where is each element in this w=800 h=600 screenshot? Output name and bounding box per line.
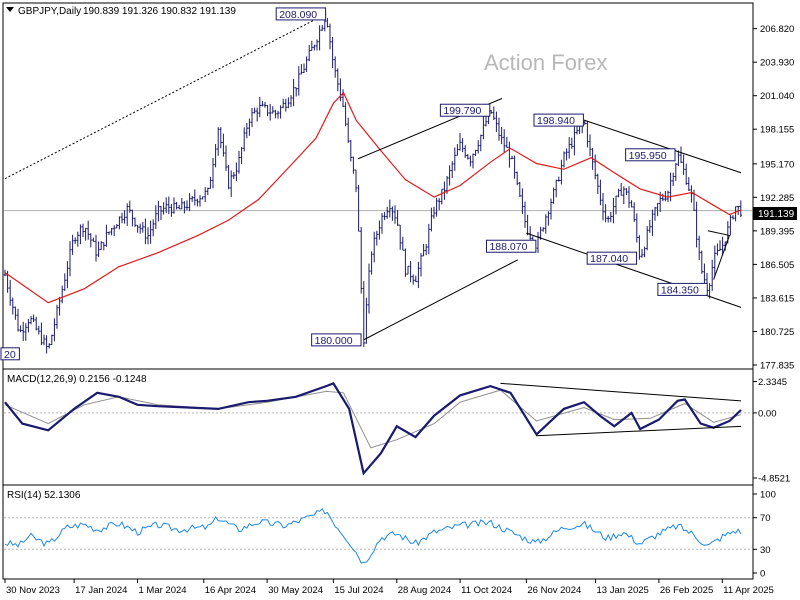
time-axis-label: 26 Nov 2024 xyxy=(527,585,581,596)
trendline xyxy=(526,232,742,308)
time-axis-label: 26 Feb 2025 xyxy=(660,585,713,596)
macd-title: MACD(12,26,9) 0.2156 -0.1248 xyxy=(7,374,147,385)
time-axis-label: 30 May 2024 xyxy=(268,585,323,596)
macd-trendline xyxy=(500,382,742,402)
annotation-label: 199.790 xyxy=(443,105,481,117)
collapse-triangle-icon[interactable] xyxy=(6,7,14,12)
price-layer: 208.090 199.790 198.940 195.950 188.070 187.0… xyxy=(0,7,752,361)
current-price-label: 191.139 xyxy=(758,209,795,220)
time-axis-label: 13 Jan 2025 xyxy=(597,585,649,596)
annotation-label: 20 xyxy=(4,349,16,361)
time-axis-label: 1 Mar 2024 xyxy=(139,585,187,596)
time-axis-label: 28 Aug 2024 xyxy=(398,585,451,596)
rsi-layer xyxy=(4,507,752,564)
trendline xyxy=(363,259,518,341)
watermark: Action Forex xyxy=(484,50,608,75)
macd-axis-label: -4.8521 xyxy=(758,474,790,485)
macd-axis-label: 2.3345 xyxy=(758,377,787,388)
rsi-line xyxy=(4,507,742,564)
annotation-box xyxy=(657,282,708,296)
symbol-label: GBPJPY,Daily xyxy=(18,6,81,17)
annotation-box xyxy=(0,347,20,361)
rsi-title: RSI(14) 52.1306 xyxy=(7,490,81,501)
price-axis-label: 195.170 xyxy=(760,159,794,170)
annotation-label: 180.000 xyxy=(315,335,353,347)
price-axis-label: 201.040 xyxy=(760,91,794,102)
rsi-axis-label: 30 xyxy=(760,545,771,556)
rsi-panel-frame xyxy=(2,484,754,580)
current-price-tag xyxy=(753,207,797,220)
annotation-box xyxy=(439,103,491,117)
price-axis-label: 180.725 xyxy=(760,327,794,338)
macd-panel-frame xyxy=(2,368,754,486)
price-axis-label: 192.285 xyxy=(760,193,794,204)
macd-line xyxy=(4,382,742,476)
dashed-trendline xyxy=(4,13,327,180)
annotation-label: 208.090 xyxy=(279,9,317,21)
macd-layer xyxy=(4,382,752,476)
time-axis-label: 16 Apr 2024 xyxy=(205,585,256,596)
rsi-axis-label: 0 xyxy=(760,569,765,580)
rsi-axis-label: 70 xyxy=(760,513,771,524)
annotation-label: 188.070 xyxy=(489,241,527,253)
macd-signal-line xyxy=(4,389,742,449)
price-axis-label: 198.155 xyxy=(760,125,794,136)
macd-axis-label: 0.00 xyxy=(758,408,777,419)
ohlc-values: 190.839 191.326 190.832 191.139 xyxy=(83,6,236,17)
annotation-label: 198.940 xyxy=(537,115,575,127)
main-panel-frame xyxy=(2,2,754,370)
time-axis-label: 11 Apr 2025 xyxy=(723,585,774,596)
macd-trendline xyxy=(536,425,742,437)
annotation-box xyxy=(625,148,676,162)
annotation-label: 184.350 xyxy=(661,284,699,296)
price-axis-label: 177.835 xyxy=(760,361,794,372)
price-axis-label: 206.820 xyxy=(760,24,794,35)
time-axis-label: 11 Oct 2024 xyxy=(461,585,512,596)
annotation-box xyxy=(533,113,584,127)
time-axis-label: 17 Jan 2024 xyxy=(75,585,127,596)
annotation-box xyxy=(311,333,362,347)
time-axis-label: 15 Jul 2024 xyxy=(334,585,383,596)
time-axis-label: 30 Nov 2023 xyxy=(6,585,60,596)
axis-layer: 206.820 203.930 201.040 198.155 195.170 192.2… xyxy=(4,24,794,596)
price-axis-label: 186.505 xyxy=(760,260,794,271)
moving-average-line xyxy=(4,91,742,304)
annotation-box xyxy=(485,239,537,253)
price-axis-label: 183.615 xyxy=(760,293,794,304)
annotation-label: 195.950 xyxy=(629,150,667,162)
price-axis-label: 189.395 xyxy=(760,226,794,237)
triangle-pattern xyxy=(707,230,731,280)
annotation-box xyxy=(586,251,638,265)
price-axis-label: 203.930 xyxy=(760,58,794,69)
trendline xyxy=(583,119,742,174)
annotation-label: 187.040 xyxy=(590,253,628,265)
annotation-box xyxy=(275,7,327,21)
rsi-axis-label: 100 xyxy=(760,490,776,501)
